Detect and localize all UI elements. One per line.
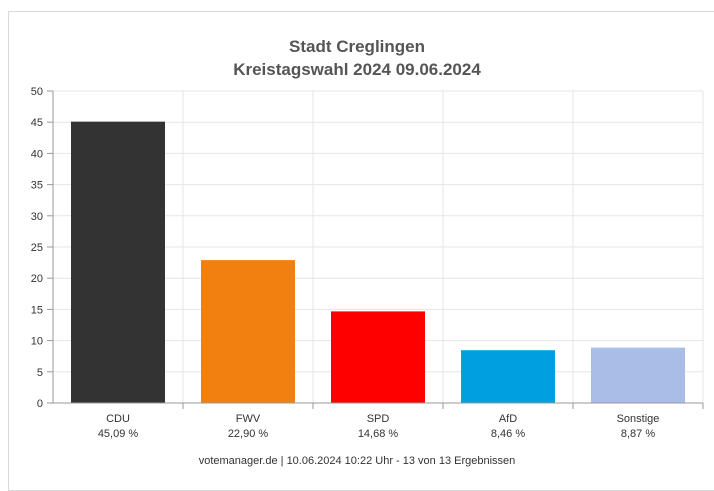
y-tick-label: 25 <box>31 242 43 254</box>
bar-fwv[interactable] <box>201 260 295 403</box>
bar-chart: 0 5 10 15 20 25 30 35 40 45 50 CDU 45,09 % FWV 22,90 … <box>31 86 704 440</box>
x-axis-labels: CDU 45,09 % FWV 22,90 % SPD 14,68 % AfD 8,46 % S… <box>98 403 704 440</box>
y-tick-label: 20 <box>31 273 43 285</box>
x-value-label: 14,68 % <box>358 428 399 440</box>
y-tick-label: 15 <box>31 304 43 316</box>
y-axis-ticks: 0 5 10 15 20 25 30 35 40 45 50 <box>31 86 703 410</box>
chart-subtitle: Kreistagswahl 2024 09.06.2024 <box>233 60 481 79</box>
x-category-label: Sonstige <box>617 413 660 425</box>
bar-spd[interactable] <box>331 311 425 403</box>
bar-afd[interactable] <box>461 350 555 403</box>
y-tick-label: 40 <box>31 148 43 160</box>
bar-sonstige[interactable] <box>591 347 685 403</box>
bars <box>71 121 685 403</box>
y-tick-label: 50 <box>31 86 43 98</box>
y-tick-label: 45 <box>31 117 43 129</box>
x-category-label: SPD <box>367 413 390 425</box>
y-tick-label: 30 <box>31 211 43 223</box>
x-value-label: 8,46 % <box>491 428 525 440</box>
y-tick-label: 35 <box>31 180 43 192</box>
chart-title: Stadt Creglingen <box>288 37 425 56</box>
y-tick-label: 5 <box>37 367 43 379</box>
x-category-label: AfD <box>499 413 517 425</box>
x-value-label: 45,09 % <box>98 428 139 440</box>
x-value-label: 8,87 % <box>621 428 655 440</box>
x-category-label: FWV <box>236 413 261 425</box>
y-tick-label: 0 <box>37 398 43 410</box>
x-category-label: CDU <box>106 413 130 425</box>
chart-footer: votemanager.de | 10.06.2024 10:22 Uhr - … <box>198 455 516 467</box>
x-value-label: 22,90 % <box>228 428 269 440</box>
y-tick-label: 10 <box>31 336 43 348</box>
bar-cdu[interactable] <box>71 121 165 403</box>
